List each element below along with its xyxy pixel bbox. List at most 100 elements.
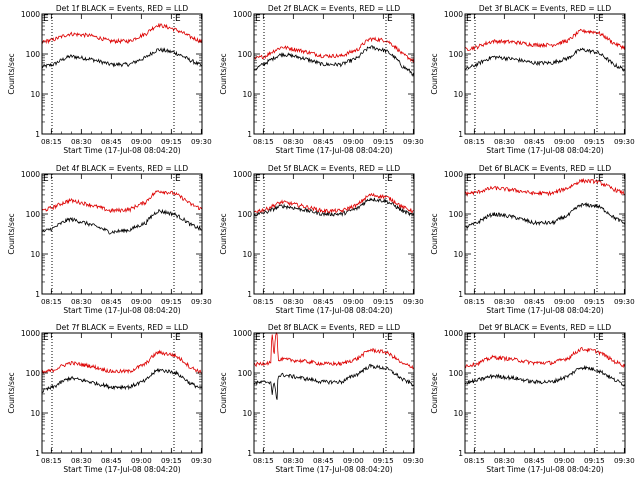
x-tick-label: 09:30 [403, 456, 424, 465]
plot-frame [253, 173, 415, 295]
corner-marker-label: E [43, 14, 49, 24]
x-tick-label: 08:30 [283, 297, 304, 306]
y-tick-label: 1000 [21, 10, 40, 19]
y-axis-label: Counts/sec [430, 53, 439, 94]
y-tick-label: 100 [26, 50, 41, 59]
y-tick-label: 100 [238, 50, 253, 59]
x-tick-label: 08:15 [464, 297, 485, 306]
x-tick-label: 09:15 [584, 456, 605, 465]
x-tick-label: 09:15 [161, 456, 182, 465]
series-line-events [464, 47, 625, 72]
x-tick-label: 08:30 [494, 456, 515, 465]
y-tick-label: 1000 [21, 329, 40, 338]
x-tick-label: 09:00 [131, 456, 152, 465]
x-tick-label: 09:00 [343, 137, 364, 146]
x-tick-label: 08:30 [71, 137, 92, 146]
y-axis-label: Counts/sec [219, 53, 228, 94]
x-tick-label: 09:30 [403, 137, 424, 146]
marker-label: E [598, 174, 604, 184]
corner-marker-label: E [255, 14, 261, 24]
x-tick-label: 08:30 [71, 297, 92, 306]
corner-marker-label: E [466, 174, 472, 184]
plot-frame [41, 13, 203, 135]
x-tick-label: 08:45 [313, 137, 334, 146]
x-tick-label: 08:45 [524, 137, 545, 146]
corner-marker-label: E [255, 174, 261, 184]
series-line-lld [253, 192, 414, 214]
x-tick-label: 08:15 [253, 137, 274, 146]
x-tick-label: 08:45 [313, 456, 334, 465]
plot-frame [253, 13, 415, 135]
y-tick-label: 100 [238, 210, 253, 219]
x-tick-label: 08:15 [464, 456, 485, 465]
y-axis-label: Counts/sec [7, 372, 16, 413]
x-tick-label: 09:30 [191, 297, 212, 306]
x-tick-label: 09:30 [614, 137, 635, 146]
x-tick-label: 08:45 [524, 297, 545, 306]
corner-marker-label: E [43, 333, 49, 343]
series-line-lld [253, 36, 414, 63]
x-tick-label: 08:30 [494, 297, 515, 306]
x-tick-label: 09:15 [373, 137, 394, 146]
x-tick-label: 09:15 [373, 456, 394, 465]
x-tick-label: 09:15 [161, 297, 182, 306]
y-axis-label: Counts/sec [7, 213, 16, 254]
panel-title: Det 4f BLACK = Events, RED = LLD [56, 164, 189, 173]
plot-frame [464, 13, 626, 135]
x-tick-label: 08:45 [101, 137, 122, 146]
y-tick-label: 10 [453, 409, 463, 418]
y-tick-label: 100 [26, 369, 41, 378]
series-line-lld [41, 190, 202, 214]
x-axis-label: Start Time (17-Jul-08 08:04:20) [486, 465, 603, 474]
x-tick-label: 08:15 [464, 137, 485, 146]
x-tick-label: 09:00 [131, 137, 152, 146]
y-tick-label: 1000 [444, 170, 463, 179]
series-line-lld [464, 346, 625, 369]
x-tick-label: 09:15 [584, 137, 605, 146]
series-line-lld [41, 23, 202, 45]
x-tick-label: 08:45 [524, 456, 545, 465]
x-tick-label: 08:45 [101, 456, 122, 465]
panel-title: Det 8f BLACK = Events, RED = LLD [268, 323, 401, 332]
x-tick-label: 08:15 [41, 456, 62, 465]
series-line-events [253, 197, 414, 217]
series-line-events [41, 47, 202, 69]
marker-label: E [387, 174, 393, 184]
x-tick-label: 09:30 [614, 456, 635, 465]
y-tick-label: 10 [453, 250, 463, 259]
series-line-events [464, 201, 625, 230]
y-tick-label: 1 [35, 290, 40, 299]
marker-label: E [598, 14, 604, 24]
x-axis-label: Start Time (17-Jul-08 08:04:20) [486, 306, 603, 315]
panel-title: Det 7f BLACK = Events, RED = LLD [56, 323, 189, 332]
x-tick-label: 09:00 [554, 297, 575, 306]
panel-title: Det 3f BLACK = Events, RED = LLD [479, 4, 612, 13]
y-axis-label: Counts/sec [7, 53, 16, 94]
panel-title: Det 2f BLACK = Events, RED = LLD [268, 4, 401, 13]
y-tick-label: 1 [247, 130, 252, 139]
series-line-lld [464, 28, 625, 51]
x-tick-label: 09:00 [343, 297, 364, 306]
x-axis-label: Start Time (17-Jul-08 08:04:20) [486, 146, 603, 155]
marker-label: E [175, 174, 181, 184]
marker-label: E [387, 333, 393, 343]
corner-marker-label: E [466, 333, 472, 343]
marker-label: E [175, 333, 181, 343]
y-tick-label: 1 [247, 449, 252, 458]
x-axis-label: Start Time (17-Jul-08 08:04:20) [63, 465, 180, 474]
y-tick-label: 1 [35, 130, 40, 139]
x-tick-label: 09:00 [343, 456, 364, 465]
panel-title: Det 5f BLACK = Events, RED = LLD [268, 164, 401, 173]
y-tick-label: 1 [458, 290, 463, 299]
y-tick-label: 1 [35, 449, 40, 458]
x-tick-label: 08:15 [253, 456, 274, 465]
panel-title: Det 1f BLACK = Events, RED = LLD [56, 4, 189, 13]
x-tick-label: 09:30 [614, 297, 635, 306]
corner-marker-label: E [43, 174, 49, 184]
y-tick-label: 10 [30, 409, 40, 418]
corner-marker-label: E [466, 14, 472, 24]
y-tick-label: 10 [242, 250, 252, 259]
